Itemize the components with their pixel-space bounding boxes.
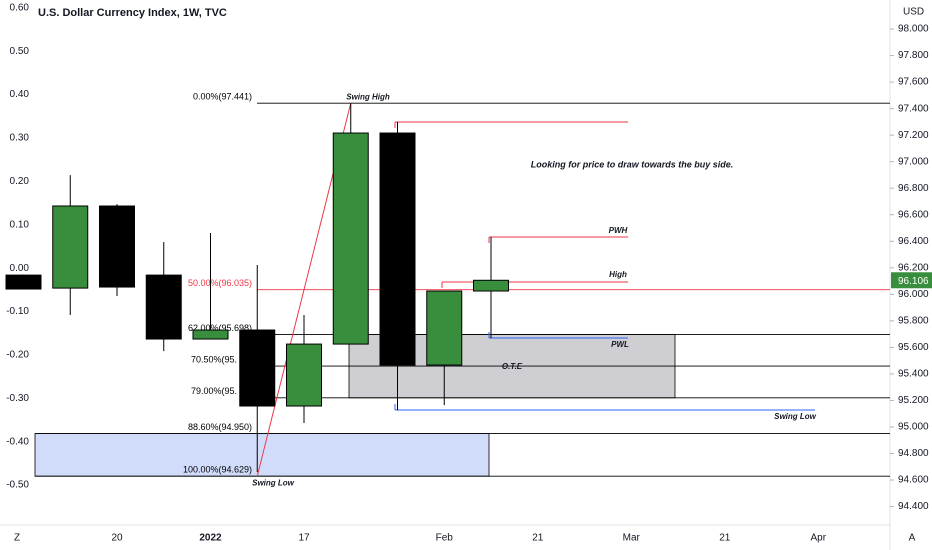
x-tick-label: 21 (719, 533, 731, 544)
y-tick-label: 95.400 (898, 369, 929, 380)
fib-label: 70.50%(95. (191, 354, 237, 364)
fib-label: 100.00%(94.629) (183, 465, 252, 475)
y2-tick-label: 0.60 (10, 2, 30, 13)
y2-tick-label: -0.10 (6, 306, 29, 317)
x-tick-label: 21 (532, 533, 544, 544)
candle-body (473, 279, 509, 292)
last-price-box (891, 272, 932, 289)
y2-tick-label: 0.00 (10, 263, 30, 274)
level-label: PWL (611, 340, 629, 349)
y2-tick-label: 0.30 (10, 133, 30, 144)
y2-tick-label: 0.40 (10, 89, 30, 100)
y-tick-label: 97.200 (898, 130, 929, 141)
candle-body (239, 329, 276, 407)
x-tick-label: Apr (810, 533, 826, 544)
y2-tick-label: -0.20 (6, 350, 29, 361)
y2-tick-label: -0.30 (6, 393, 29, 404)
y2-tick-label: -0.50 (6, 480, 29, 491)
zone (34, 433, 490, 477)
fib-label: 79.00%(95. (191, 386, 237, 396)
axis-icon[interactable]: A (909, 533, 916, 544)
candle-body (145, 274, 182, 340)
y-tick-label: 94.800 (898, 448, 929, 459)
note: Looking for price to draw towards the bu… (531, 159, 734, 169)
candle-body (5, 274, 42, 290)
y2-tick-label: -0.40 (6, 436, 29, 447)
candle-body (52, 205, 89, 289)
y-tick-label: 96.200 (898, 262, 929, 273)
y-tick-label: 96.800 (898, 183, 929, 194)
y-tick-label: 96.600 (898, 209, 929, 220)
fib-label: 50.00%(96.035) (188, 278, 252, 288)
x-tick-label: 17 (298, 533, 310, 544)
y-tick-label: 97.800 (898, 50, 929, 61)
swing-low-label: Swing Low (252, 478, 295, 487)
fib-label: 88.60%(94.950) (188, 422, 252, 432)
y-tick-label: 98.000 (898, 24, 929, 35)
y-tick-label: 95.600 (898, 342, 929, 353)
y-tick-label: 96.400 (898, 236, 929, 247)
candle-body (192, 329, 229, 340)
candle-body (99, 205, 135, 288)
fib-label: 0.00%(97.441) (193, 92, 252, 102)
axis-icon[interactable]: Z (14, 533, 20, 544)
y2-tick-label: 0.50 (10, 46, 30, 57)
y-tick-label: 94.600 (898, 475, 929, 486)
x-tick-label: 2022 (199, 533, 222, 544)
level-label: Swing Low (774, 412, 817, 421)
candle-body (379, 132, 416, 366)
chart-title: U.S. Dollar Currency Index, 1W, TVC (38, 7, 227, 19)
candle-body (332, 132, 369, 345)
y-tick-label: 97.400 (898, 103, 929, 114)
swing-high-label: Swing High (346, 92, 390, 101)
y-tick-label: 95.800 (898, 316, 929, 327)
y-tick-label: 97.000 (898, 156, 929, 167)
y2-tick-label: 0.10 (10, 219, 30, 230)
x-tick-label: Mar (623, 533, 641, 544)
x-tick-label: Feb (436, 533, 454, 544)
level-label: PWH (609, 226, 628, 235)
y-tick-label: 94.400 (898, 501, 929, 512)
candle-body (426, 290, 463, 366)
y-tick-label: 95.000 (898, 422, 929, 433)
currency-label: USD (903, 7, 924, 18)
y2-tick-label: 0.20 (10, 176, 30, 187)
level-label: High (609, 270, 627, 279)
y-tick-label: 97.600 (898, 77, 929, 88)
x-tick-label: 20 (111, 533, 123, 544)
zone-label: O.T.E (502, 362, 523, 371)
last-price-label: 96.106 (898, 276, 929, 287)
y-tick-label: 95.200 (898, 395, 929, 406)
fib-label: 62.00%(95.698) (188, 323, 252, 333)
y-tick-label: 96.000 (898, 289, 929, 300)
candle-body (286, 343, 322, 407)
